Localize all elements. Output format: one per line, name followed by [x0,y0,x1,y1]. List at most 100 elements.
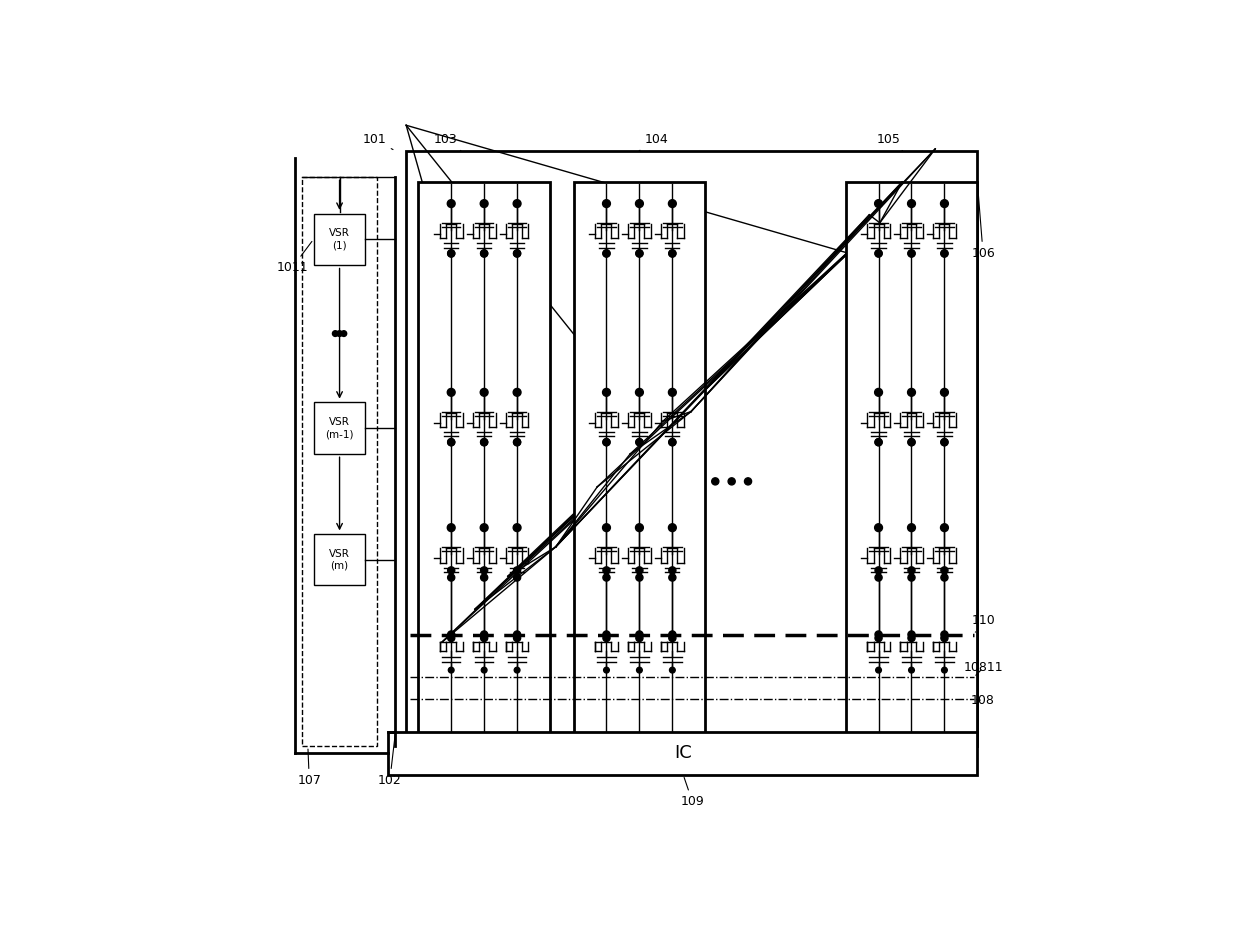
Circle shape [448,388,455,396]
Circle shape [908,438,915,446]
Circle shape [513,438,521,446]
Circle shape [481,250,487,257]
Text: 107: 107 [298,749,321,787]
Circle shape [480,524,489,532]
Circle shape [940,200,949,207]
Circle shape [875,250,882,257]
Circle shape [603,438,610,446]
Circle shape [875,631,882,638]
Circle shape [481,635,487,642]
Circle shape [941,438,949,446]
Circle shape [513,250,521,257]
Text: 110: 110 [971,614,994,632]
Circle shape [908,438,915,446]
Bar [314,402,366,453]
Text: VSR
(m-1): VSR (m-1) [325,417,353,439]
Circle shape [448,524,455,532]
Text: 105: 105 [877,133,903,151]
Circle shape [636,567,644,574]
Circle shape [636,250,644,257]
Circle shape [480,388,489,396]
Circle shape [875,574,882,581]
Circle shape [874,200,883,207]
Circle shape [908,567,915,574]
Circle shape [908,631,915,638]
Circle shape [448,200,455,207]
Circle shape [875,635,882,642]
Bar [314,214,366,265]
Circle shape [636,438,644,446]
Circle shape [670,667,676,673]
Circle shape [668,388,676,396]
Circle shape [909,667,914,673]
Bar [574,182,706,746]
Circle shape [603,200,610,207]
Text: VSR
(1): VSR (1) [329,228,350,251]
Circle shape [875,567,882,574]
Circle shape [448,250,455,257]
Circle shape [875,250,882,257]
Circle shape [941,631,949,638]
Circle shape [513,250,521,257]
Circle shape [941,438,949,446]
Circle shape [481,574,487,581]
Circle shape [668,635,676,642]
Circle shape [481,567,487,574]
Circle shape [636,438,644,446]
Circle shape [636,635,644,642]
Text: 10811: 10811 [963,661,1003,675]
Circle shape [941,574,949,581]
Bar [388,732,977,775]
Circle shape [513,631,521,638]
Circle shape [635,388,644,396]
Text: 101: 101 [362,133,393,150]
Circle shape [941,635,949,642]
Circle shape [448,574,455,581]
Circle shape [513,388,521,396]
Circle shape [941,250,949,257]
Circle shape [603,567,610,574]
Circle shape [481,438,487,446]
Circle shape [515,667,520,673]
Circle shape [603,635,610,642]
Circle shape [941,667,947,673]
Circle shape [449,667,454,673]
Circle shape [668,524,676,532]
Circle shape [728,478,735,485]
Circle shape [513,574,521,581]
Text: 109: 109 [681,777,704,808]
Circle shape [603,438,610,446]
Circle shape [480,200,489,207]
Text: 102: 102 [378,734,402,787]
Circle shape [481,631,487,638]
Circle shape [875,438,882,446]
Circle shape [513,524,521,532]
Circle shape [668,438,676,446]
Circle shape [908,574,915,581]
Circle shape [668,631,676,638]
Circle shape [635,524,644,532]
Text: 1011: 1011 [277,241,312,274]
Circle shape [448,438,455,446]
Circle shape [908,200,915,207]
Circle shape [668,200,676,207]
Circle shape [668,574,676,581]
Circle shape [448,567,455,574]
Circle shape [481,250,487,257]
Bar [314,534,366,586]
Circle shape [668,250,676,257]
Circle shape [603,574,610,581]
Circle shape [341,331,347,337]
Circle shape [908,250,915,257]
Circle shape [908,388,915,396]
Bar [846,182,977,746]
Circle shape [448,438,455,446]
Circle shape [908,250,915,257]
Circle shape [668,438,676,446]
Bar [303,177,377,746]
Bar [418,182,551,746]
Circle shape [513,635,521,642]
Circle shape [941,567,949,574]
Bar [407,151,977,746]
Circle shape [636,250,644,257]
